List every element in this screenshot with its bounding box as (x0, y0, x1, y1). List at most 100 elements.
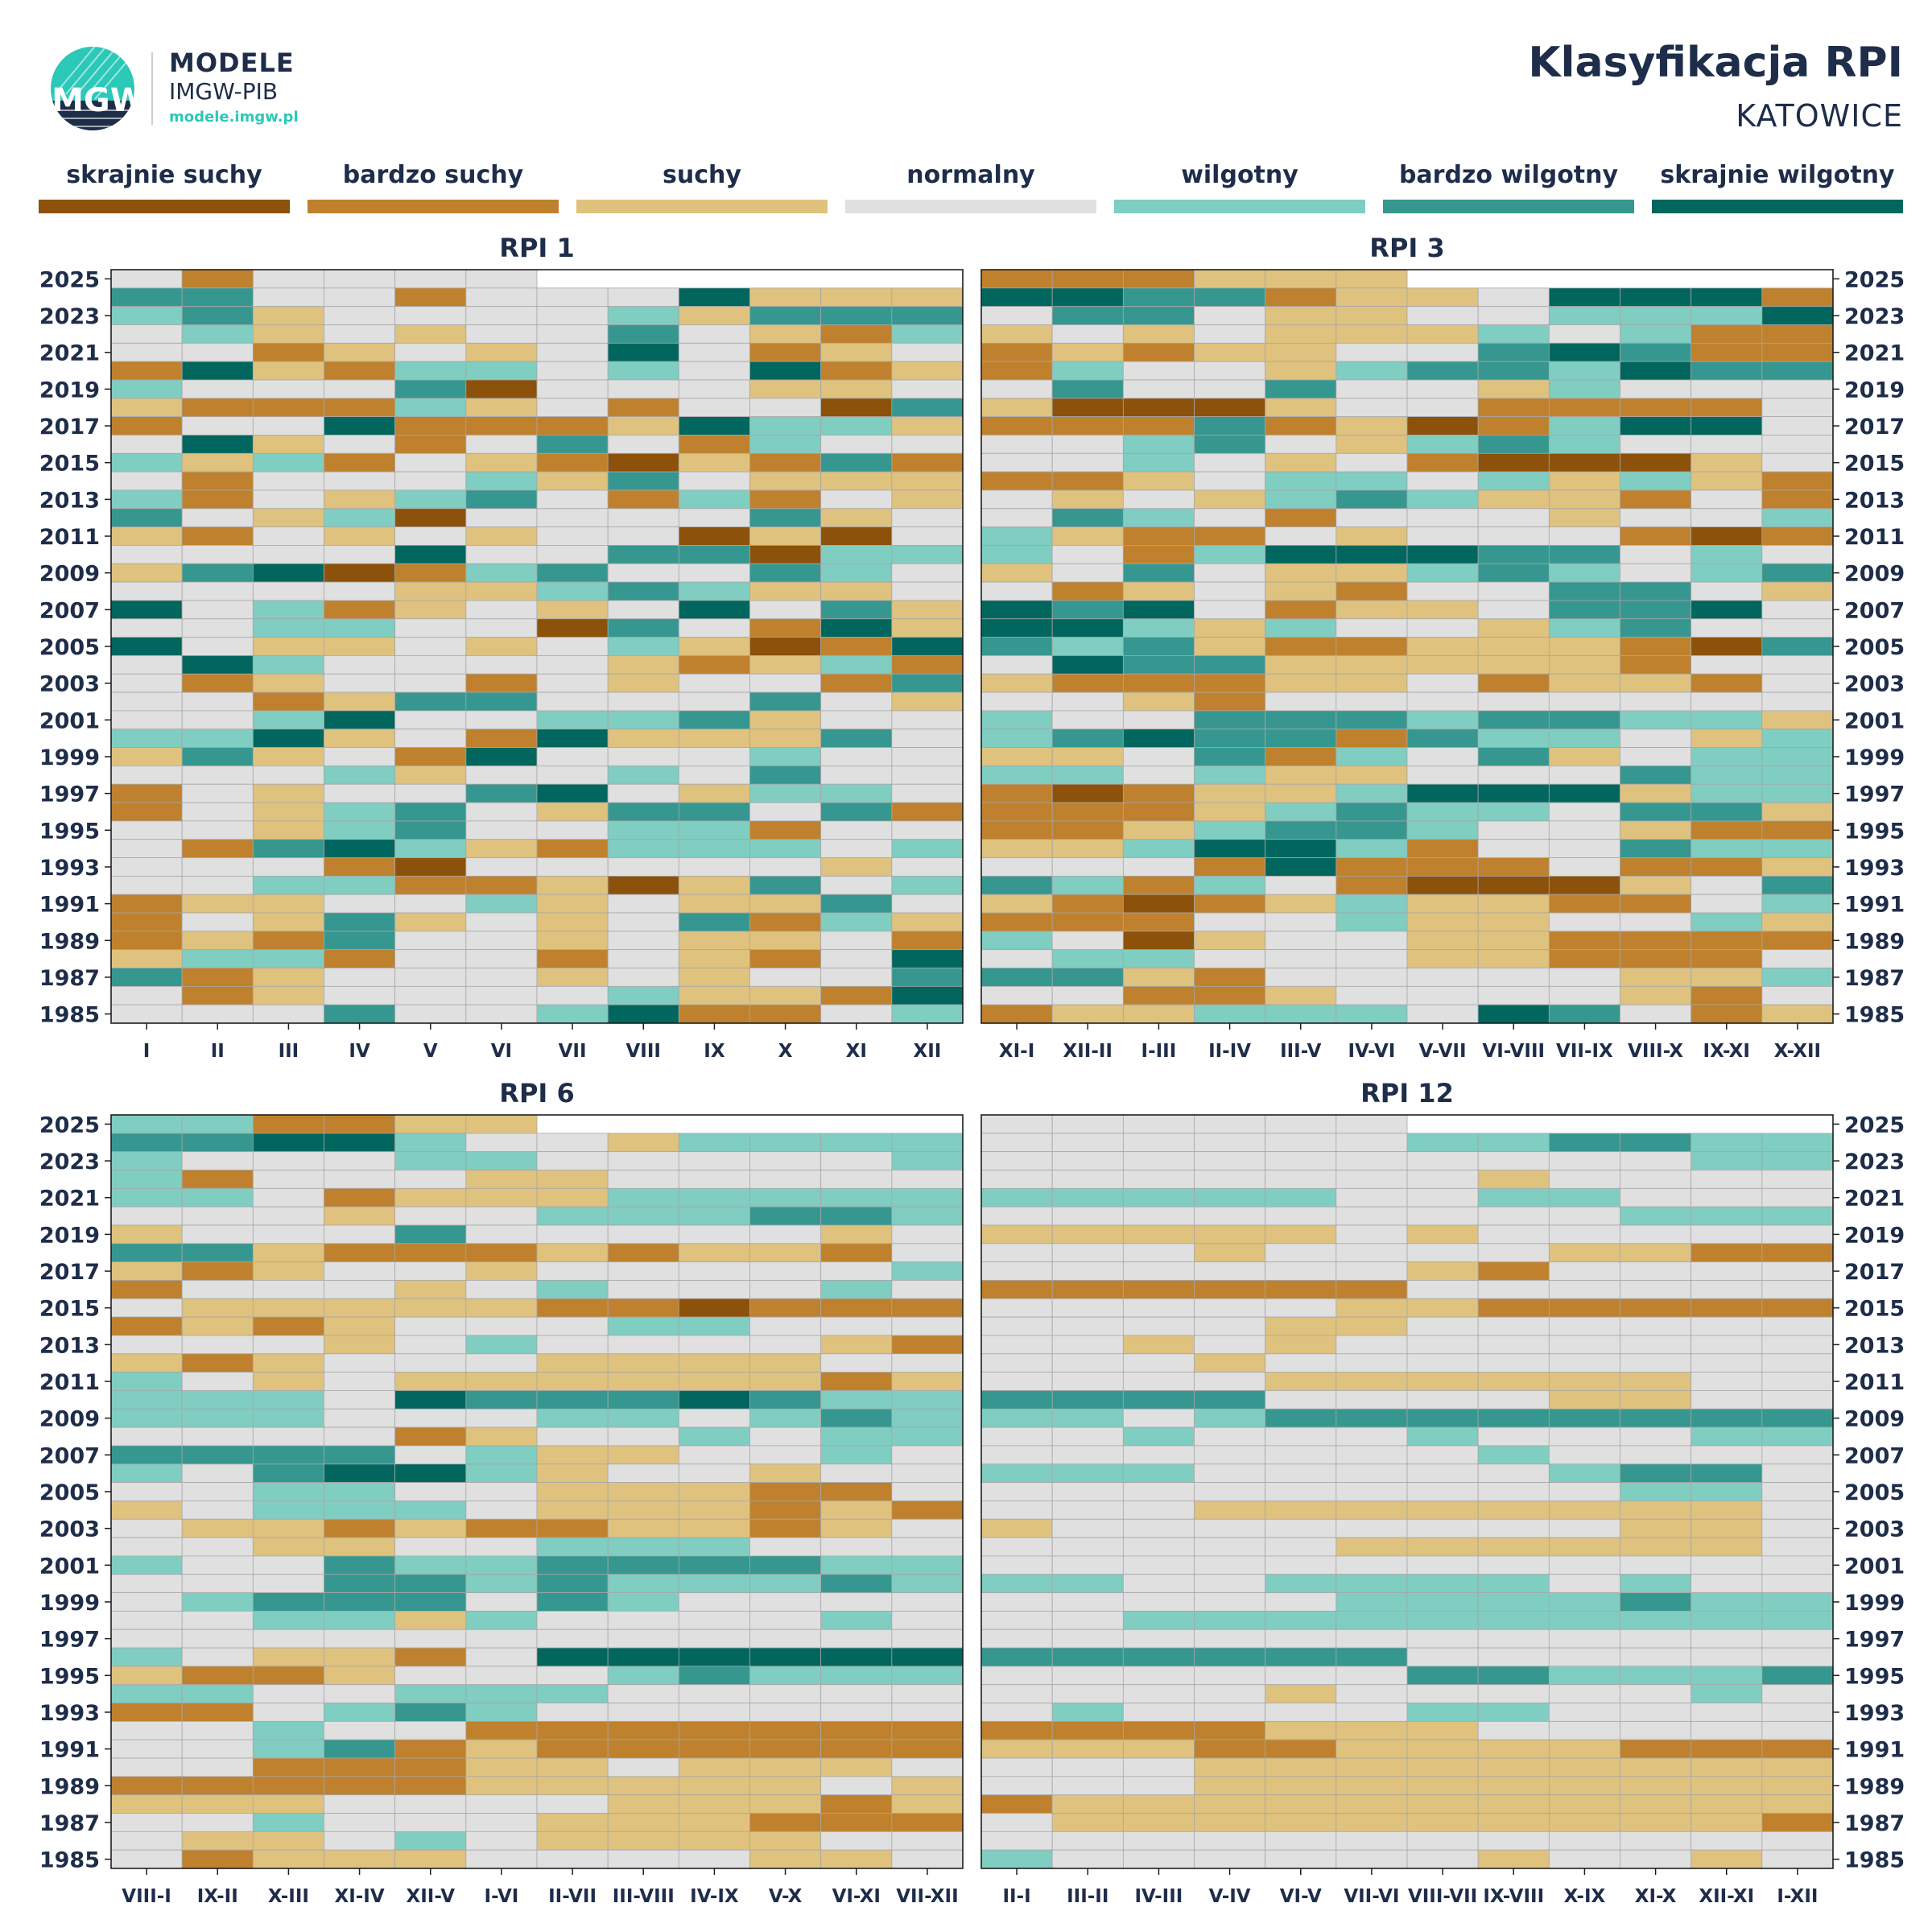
heatmap-cell (749, 563, 822, 583)
heatmap-cell (181, 1206, 254, 1226)
heatmap-cell (394, 563, 467, 583)
heatmap-cell (1051, 1574, 1124, 1593)
logo-mark-text: IMGW (48, 82, 137, 119)
imgw-logo-mark: IMGW (48, 47, 137, 130)
heatmap-cell (891, 452, 964, 473)
heatmap-cell (536, 875, 609, 895)
heatmap-cell (1477, 1004, 1550, 1024)
heatmap-cell (1690, 894, 1763, 914)
y-tick-label: 1999 (1844, 1591, 1905, 1616)
heatmap-cell (1761, 1335, 1834, 1355)
heatmap-cell (465, 1555, 538, 1575)
heatmap-cell (1690, 637, 1763, 656)
heatmap-cell (1265, 581, 1337, 601)
heatmap-cell (1548, 1170, 1620, 1189)
heatmap-cell (1477, 637, 1550, 656)
heatmap-cell (1335, 1666, 1408, 1686)
heatmap-cell (181, 526, 254, 546)
legend-item-3: normalny (845, 161, 1096, 217)
heatmap-cell (252, 306, 324, 325)
y-tick-label: 2001 (39, 708, 100, 733)
heatmap-cell (678, 1187, 750, 1208)
y-tick-label: 2009 (39, 1407, 100, 1432)
heatmap-cell (324, 1261, 396, 1281)
heatmap-cell (1690, 1335, 1763, 1355)
heatmap-cell (181, 581, 254, 601)
heatmap-cell (1548, 857, 1620, 877)
heatmap-cell (607, 673, 679, 693)
heatmap-cell (1335, 820, 1408, 840)
heatmap-cell (820, 1445, 893, 1465)
heatmap-cell (1690, 1353, 1763, 1373)
heatmap-cell (465, 1831, 538, 1851)
heatmap-cell (465, 1224, 538, 1245)
heatmap-cell (1690, 729, 1763, 748)
heatmap-cell (820, 287, 893, 308)
y-tick-label: 2015 (39, 1297, 100, 1322)
heatmap-cell (1051, 1298, 1124, 1318)
heatmap-cell (181, 545, 254, 564)
heatmap-cell (1761, 471, 1834, 491)
heatmap-cell (1265, 1813, 1337, 1832)
heatmap-cell (980, 931, 1053, 951)
heatmap-cell (1194, 1353, 1266, 1373)
heatmap-cell (465, 1298, 538, 1318)
heatmap-cell (1548, 1426, 1620, 1447)
heatmap-cell (1477, 1849, 1550, 1869)
heatmap-cell (1265, 471, 1337, 491)
heatmap-cell (1335, 1647, 1408, 1667)
heatmap-cell (1335, 1592, 1408, 1612)
heatmap-cell (110, 1703, 183, 1722)
heatmap-cell (891, 839, 964, 858)
heatmap-cell (394, 1720, 467, 1740)
heatmap-cell (1620, 1408, 1692, 1428)
heatmap-cell (1761, 1298, 1834, 1318)
heatmap-cell (980, 1372, 1053, 1391)
heatmap-cell (252, 1757, 324, 1777)
heatmap-cell (1548, 600, 1620, 620)
heatmap-cell (110, 1684, 183, 1703)
y-tick-label: 1993 (39, 856, 100, 881)
heatmap-cell (1477, 1390, 1550, 1410)
heatmap-cell (1548, 1298, 1620, 1318)
heatmap-cell (1051, 526, 1124, 546)
heatmap-cell (678, 1813, 750, 1832)
heatmap-cell (536, 1501, 609, 1520)
heatmap-cell (1194, 1555, 1266, 1575)
heatmap-cell (324, 1390, 396, 1410)
heatmap-cell (536, 1555, 609, 1575)
heatmap-cell (980, 489, 1053, 510)
x-tick-label: VIII-X (1628, 1041, 1683, 1062)
x-tick-label: IV-IX (690, 1886, 739, 1907)
heatmap-cell (1620, 949, 1692, 968)
heatmap-cell (394, 379, 467, 399)
heatmap-cell (181, 1243, 254, 1263)
heatmap-cell (820, 875, 893, 895)
heatmap-cell (1122, 1537, 1195, 1557)
heatmap-cell (607, 1703, 679, 1722)
heatmap-cell (607, 1482, 679, 1501)
heatmap-cell (980, 839, 1053, 858)
y-tick-label: 2009 (1844, 562, 1905, 587)
heatmap-cell (1051, 287, 1124, 308)
heatmap-cell (1477, 1261, 1550, 1281)
heatmap-cell (1335, 1170, 1408, 1189)
heatmap-cell (1620, 985, 1692, 1005)
heatmap-cell (1620, 1298, 1692, 1318)
heatmap-cell (1620, 1170, 1692, 1189)
heatmap-cell (820, 471, 893, 491)
heatmap-cell (1548, 398, 1620, 418)
heatmap-cell (1406, 1537, 1479, 1557)
heatmap-cell (1690, 1703, 1763, 1722)
heatmap-cell (1335, 618, 1408, 638)
heatmap-cell (980, 379, 1053, 399)
logo-url-link[interactable]: modele.imgw.pl (169, 109, 299, 126)
x-tick-label: XII (913, 1041, 941, 1062)
heatmap-cell (607, 618, 679, 638)
heatmap-cell (1194, 968, 1266, 987)
heatmap-cell (980, 1720, 1053, 1740)
heatmap-cell (891, 1335, 964, 1355)
heatmap-cell (110, 1298, 183, 1318)
heatmap-cell (1194, 1592, 1266, 1612)
heatmap-cell (1761, 949, 1834, 968)
